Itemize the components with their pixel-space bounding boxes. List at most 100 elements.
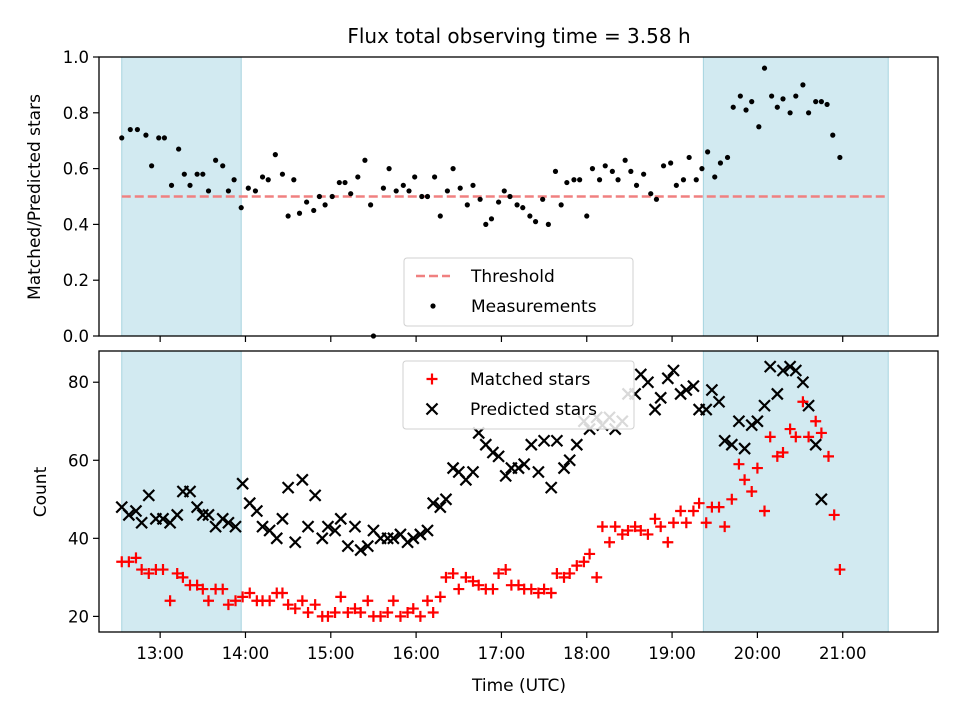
data-point [725,438,739,451]
data-point [520,205,526,211]
data-point [544,481,558,494]
data-point [156,512,170,526]
x-tick-label: 17:00 [478,644,526,663]
data-point [440,571,452,583]
data-point [259,174,266,180]
data-point [143,132,149,138]
data-point [304,199,310,205]
bottom-panel: 20 40 60 80 13:00 14:00 15:00 16:00 17:00 18:00 19… [68,350,939,663]
data-point [512,461,525,475]
data-point [628,168,634,174]
data-point [732,414,746,428]
data-point [532,465,545,479]
data-point [777,446,789,458]
data-point [194,171,200,177]
data-point [815,493,828,506]
data-point [558,571,570,583]
data-point [501,188,507,194]
data-point [648,403,662,416]
x-tick-label: 20:00 [734,644,782,663]
data-point [558,202,564,208]
data-point [291,177,297,183]
data-point [362,157,368,163]
data-point [460,571,472,583]
data-point [545,221,551,227]
data-point [830,132,836,138]
data-point [662,536,674,548]
data-point [525,438,538,451]
data-point [119,135,125,141]
data-point [375,610,387,622]
data-point [197,583,209,595]
data-point [281,481,295,494]
data-point [446,461,460,475]
data-point [675,505,687,517]
data-point [641,375,655,389]
data-point [230,595,242,607]
data-point [571,560,583,572]
data-point [545,587,557,599]
data-point [578,556,590,568]
data-point [129,504,143,518]
data-point [122,508,136,522]
data-point [641,171,647,177]
data-point [789,364,803,377]
legend-swatch [425,402,439,416]
data-point [177,571,189,583]
data-point [667,364,680,377]
data-point [402,606,414,618]
data-point [622,525,634,537]
data-point [270,532,284,545]
data-point [693,497,705,509]
data-point [687,379,700,393]
data-point [282,599,294,611]
data-point [315,532,329,545]
data-point [584,548,596,560]
data-point [797,396,809,408]
data-point [421,524,434,537]
data-point [751,414,764,428]
data-point [161,135,168,141]
data-point [570,438,584,451]
data-point [421,595,433,607]
axes-frame [98,350,939,633]
data-point [532,587,544,599]
data-point [809,438,822,451]
data-point [130,552,142,564]
data-point [362,595,374,607]
data-point [769,93,775,99]
data-point [796,375,810,389]
data-point [571,177,577,183]
x-tick-label: 16:00 [392,644,440,663]
data-point [712,395,726,409]
data-point [680,517,692,529]
data-point [187,182,193,188]
data-point [171,567,183,579]
data-point [453,583,465,595]
series-matched-stars [116,396,846,622]
data-point [780,96,786,102]
data-point [434,591,446,603]
data-point [276,587,288,599]
data-point [749,99,755,105]
data-point [127,126,133,133]
data-point [135,516,148,529]
data-point [349,603,361,615]
data-point [244,587,256,599]
data-point [355,606,367,618]
data-point [176,146,182,152]
data-point [499,469,512,483]
data-point [837,154,843,161]
data-point [674,387,687,401]
data-point [733,458,745,470]
data-point [245,185,251,191]
data-point [743,107,749,113]
data-point [537,434,551,448]
data-point [564,179,570,186]
data-point [183,485,197,498]
data-point [426,496,440,510]
data-point [348,191,354,197]
data-point [668,160,674,166]
legend-box [402,360,635,430]
data-point [507,193,513,200]
